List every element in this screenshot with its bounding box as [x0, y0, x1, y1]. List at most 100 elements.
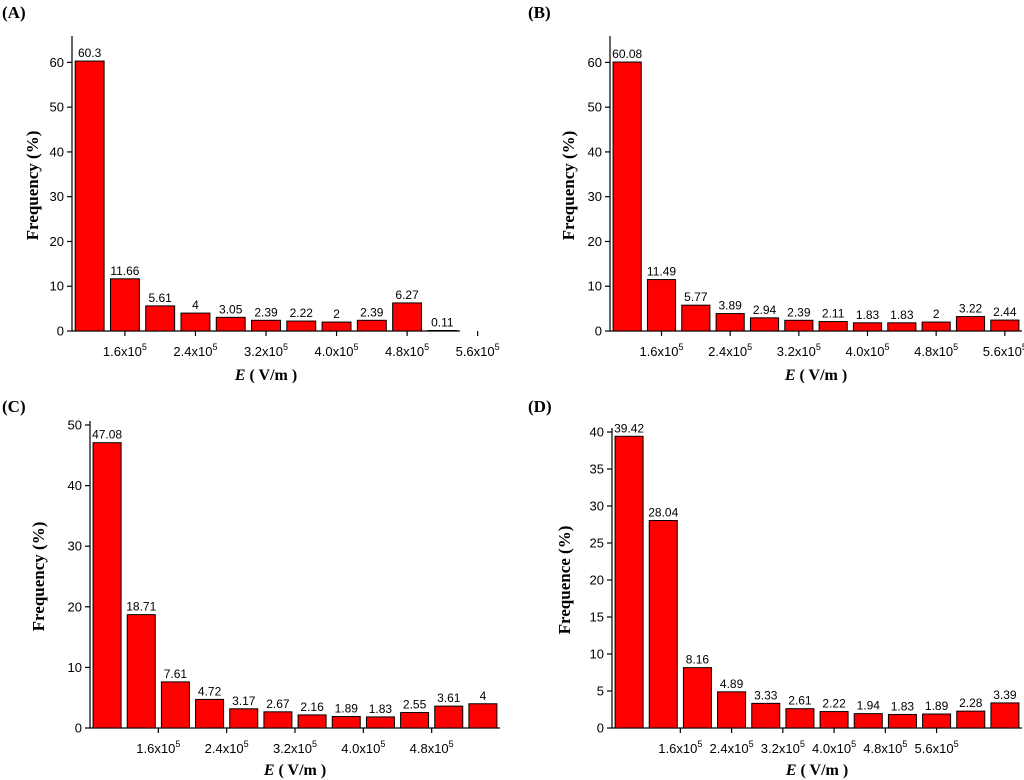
bar-value-label: 3.05 — [219, 302, 243, 316]
x-tick-label: 4.0x105 — [845, 342, 889, 359]
bar-value-label: 8.16 — [686, 653, 710, 667]
x-tick-label: 2.4x105 — [205, 739, 249, 756]
bar — [215, 316, 246, 332]
panel-b: (B) 0 10 20 30 40 50 60 60.08 11.49 5.77 3.89 2.94 2.… — [528, 3, 1024, 384]
bar — [921, 321, 951, 332]
panel-label: (B) — [528, 3, 551, 22]
bar — [74, 60, 105, 332]
bar — [955, 316, 986, 332]
y-axis-label: Frequence (%) — [555, 526, 574, 635]
y-tick-label: 30 — [68, 539, 82, 554]
panel-a: (A) 0 10 20 30 40 50 60 60.3 11.66 5.61 4 3.05 2.39 2.… — [2, 3, 500, 384]
x-tick-label: 4.8x105 — [914, 342, 958, 359]
x-tick-label: 3.2x105 — [761, 739, 805, 756]
bar — [251, 319, 281, 332]
y-tick-label: 10 — [588, 279, 602, 294]
bar-value-label: 4.89 — [720, 677, 744, 691]
bar — [92, 442, 122, 729]
bar — [434, 705, 464, 729]
bar — [749, 317, 780, 332]
bar — [819, 711, 849, 729]
bar-value-label: 60.08 — [612, 47, 642, 61]
x-axis-label: E ( V/m ) — [785, 762, 848, 779]
bar — [263, 711, 293, 729]
y-tick-label: 10 — [590, 647, 604, 662]
x-tick-label: 1.6x105 — [658, 739, 702, 756]
bar-value-label: 1.83 — [369, 702, 393, 716]
bar-value-label: 2.44 — [993, 305, 1017, 319]
bar — [356, 319, 387, 332]
bar — [715, 313, 745, 332]
y-tick-label: 10 — [50, 279, 64, 294]
y-tick-label: 40 — [588, 144, 602, 159]
bar — [990, 319, 1020, 332]
x-tick-label: 1.6x105 — [136, 739, 180, 756]
x-tick-label: 5.6x105 — [915, 739, 959, 756]
y-tick-label: 40 — [50, 144, 64, 159]
bar — [331, 716, 361, 729]
bar — [682, 667, 712, 729]
y-tick-label: 20 — [50, 234, 64, 249]
bar — [286, 320, 317, 332]
x-tick-label: 1.6x105 — [103, 342, 147, 359]
panel-c: (C) 0 10 20 30 40 50 47.08 18.71 7.61 4.72 3.17 2.67… — [2, 397, 500, 779]
bar-value-label: 2.94 — [753, 303, 777, 317]
panel-d: (D) 0 5 10 15 20 25 30 35 40 39.42 28.04 8.16 4.89 3.3… — [528, 397, 1022, 779]
bar-value-label: 1.89 — [925, 699, 949, 713]
x-tick-label: 1.6x105 — [639, 342, 683, 359]
bar — [614, 435, 644, 729]
bar-value-label: 2.39 — [360, 305, 384, 319]
y-tick-label: 0 — [597, 721, 604, 736]
x-tick-label: 2.4x105 — [710, 739, 754, 756]
bar — [956, 710, 986, 729]
y-tick-label: 35 — [590, 462, 604, 477]
x-tick-label: 5.6x105 — [456, 342, 500, 359]
bar-value-label: 6.27 — [395, 288, 419, 302]
bar-value-label: 1.83 — [890, 308, 914, 322]
x-tick-label: 4.0x105 — [341, 739, 385, 756]
x-axis-label: E ( V/m ) — [234, 367, 297, 384]
bar-value-label: 2.55 — [403, 698, 427, 712]
bar-value-label: 1.83 — [856, 308, 880, 322]
x-tick-label: 4.0x105 — [315, 342, 359, 359]
bar-value-label: 2 — [333, 307, 340, 321]
x-tick-label: 4.8x105 — [385, 342, 429, 359]
bar-value-label: 18.71 — [126, 600, 156, 614]
bar-value-label: 0.11 — [431, 316, 454, 330]
x-tick-label: 4.8x105 — [863, 739, 907, 756]
bar — [392, 302, 423, 332]
bar-value-label: 3.61 — [437, 691, 461, 705]
panel-label: (A) — [2, 3, 26, 22]
bar-value-label: 47.08 — [92, 428, 122, 442]
bar-value-label: 2.22 — [290, 306, 314, 320]
bar-value-label: 7.61 — [164, 667, 188, 681]
bar — [853, 713, 883, 729]
bar-value-label: 2.39 — [787, 305, 811, 319]
x-tick-label: 5.6x105 — [983, 342, 1024, 359]
y-tick-label: 30 — [50, 189, 64, 204]
bar-value-label: 1.89 — [335, 702, 359, 716]
y-tick-label: 0 — [595, 324, 602, 339]
bar-value-label: 2.67 — [266, 697, 290, 711]
bar — [784, 319, 814, 332]
x-tick-label: 3.2x105 — [273, 739, 317, 756]
bar — [145, 305, 176, 332]
bar — [887, 322, 917, 332]
bar — [785, 708, 815, 729]
bar-value-label: 3.89 — [718, 299, 742, 313]
bar — [365, 716, 395, 729]
y-tick-label: 0 — [75, 721, 82, 736]
bar-value-label: 39.42 — [614, 421, 644, 435]
bar — [195, 698, 225, 729]
bar — [612, 61, 642, 332]
bar — [922, 713, 952, 729]
bar — [126, 614, 156, 729]
bar-value-label: 2.22 — [822, 697, 846, 711]
x-axis-label: E ( V/m ) — [784, 367, 847, 384]
bar — [160, 681, 190, 729]
y-tick-label: 40 — [68, 478, 82, 493]
y-tick-label: 50 — [588, 100, 602, 115]
bar — [681, 304, 711, 332]
bar-value-label: 1.94 — [857, 699, 881, 713]
